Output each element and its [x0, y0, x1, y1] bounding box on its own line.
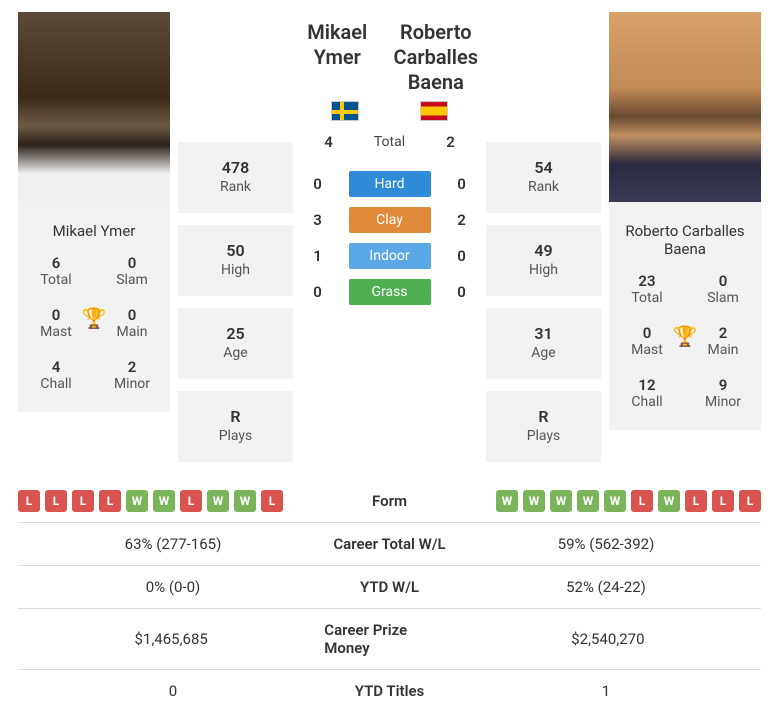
trophy-icon: 🏆: [673, 324, 698, 348]
form-chip: W: [523, 490, 545, 512]
flag-icon-es: [420, 101, 448, 121]
ytd-titles-row: 0 YTD Titles 1: [18, 669, 761, 712]
form-chip: L: [72, 490, 94, 512]
form-chip: L: [180, 490, 202, 512]
form-chip: W: [604, 490, 626, 512]
form-chip: W: [126, 490, 148, 512]
h2h-surface-row: 1Indoor0: [309, 243, 471, 269]
form-chip: W: [658, 490, 680, 512]
form-row: LLLLWWLWWL Form WWWWWLWLLL: [18, 480, 761, 522]
form-chip: L: [631, 490, 653, 512]
form-chip: W: [153, 490, 175, 512]
player2-name-under: Roberto Carballes Baena: [609, 202, 761, 272]
form-chip: L: [99, 490, 121, 512]
form-chip: L: [685, 490, 707, 512]
career-wl-row: 63% (277-165) Career Total W/L 59% (562-…: [18, 522, 761, 565]
player2-stat-col: 54Rank 49High 31Age RPlays: [486, 142, 601, 462]
h2h-surface-row: 3Clay2: [309, 207, 471, 233]
ytd-wl-row: 0% (0-0) YTD W/L 52% (24-22): [18, 565, 761, 608]
h2h-p1-total: 4: [320, 133, 338, 151]
form-chip: W: [550, 490, 572, 512]
form-chip: L: [45, 490, 67, 512]
form-chip: L: [712, 490, 734, 512]
player1-photo: [18, 12, 170, 202]
surface-pill[interactable]: Clay: [349, 207, 431, 233]
form-chip: W: [207, 490, 229, 512]
form-chip: L: [739, 490, 761, 512]
surface-pill[interactable]: Hard: [349, 171, 431, 197]
trophy-icon: 🏆: [82, 306, 107, 330]
form-chip: W: [496, 490, 518, 512]
surface-pill[interactable]: Indoor: [349, 243, 431, 269]
player2-card: Roberto Carballes Baena 23Total 0Slam 0M…: [609, 12, 761, 430]
player1-name-under: Mikael Ymer: [18, 202, 170, 254]
player1-card: Mikael Ymer 6Total 0Slam 0Mast 0Main 4Ch…: [18, 12, 170, 412]
h2h-total-label: Total: [360, 134, 420, 150]
form-chip: L: [261, 490, 283, 512]
center-h2h: Mikael Ymer Roberto Carballes Baena 4 To…: [301, 12, 478, 315]
player2-title-stats: 23Total 0Slam 0Mast 2Main 12Chall 9Minor…: [609, 272, 761, 410]
player2-name[interactable]: Roberto Carballes Baena: [394, 12, 478, 101]
form-chip: W: [577, 490, 599, 512]
player1-name[interactable]: Mikael Ymer: [301, 12, 374, 101]
h2h-p2-total: 2: [442, 133, 460, 151]
form-chip: W: [234, 490, 256, 512]
player1-title-stats: 6Total 0Slam 0Mast 0Main 4Chall 2Minor 🏆: [18, 254, 170, 392]
form-label: Form: [372, 492, 407, 510]
player1-form: LLLLWWLWWL: [18, 490, 328, 512]
player2-photo: [609, 12, 761, 202]
player1-stat-col: 478Rank 50High 25Age RPlays: [178, 142, 293, 462]
h2h-surface-row: 0Hard0: [309, 171, 471, 197]
form-chip: L: [18, 490, 40, 512]
player2-form: WWWWWLWLLL: [451, 490, 761, 512]
surface-pill[interactable]: Grass: [349, 279, 431, 305]
prize-row: $1,465,685 Career Prize Money $2,540,270: [18, 608, 761, 669]
flag-icon-se: [331, 101, 359, 121]
h2h-surface-row: 0Grass0: [309, 279, 471, 305]
